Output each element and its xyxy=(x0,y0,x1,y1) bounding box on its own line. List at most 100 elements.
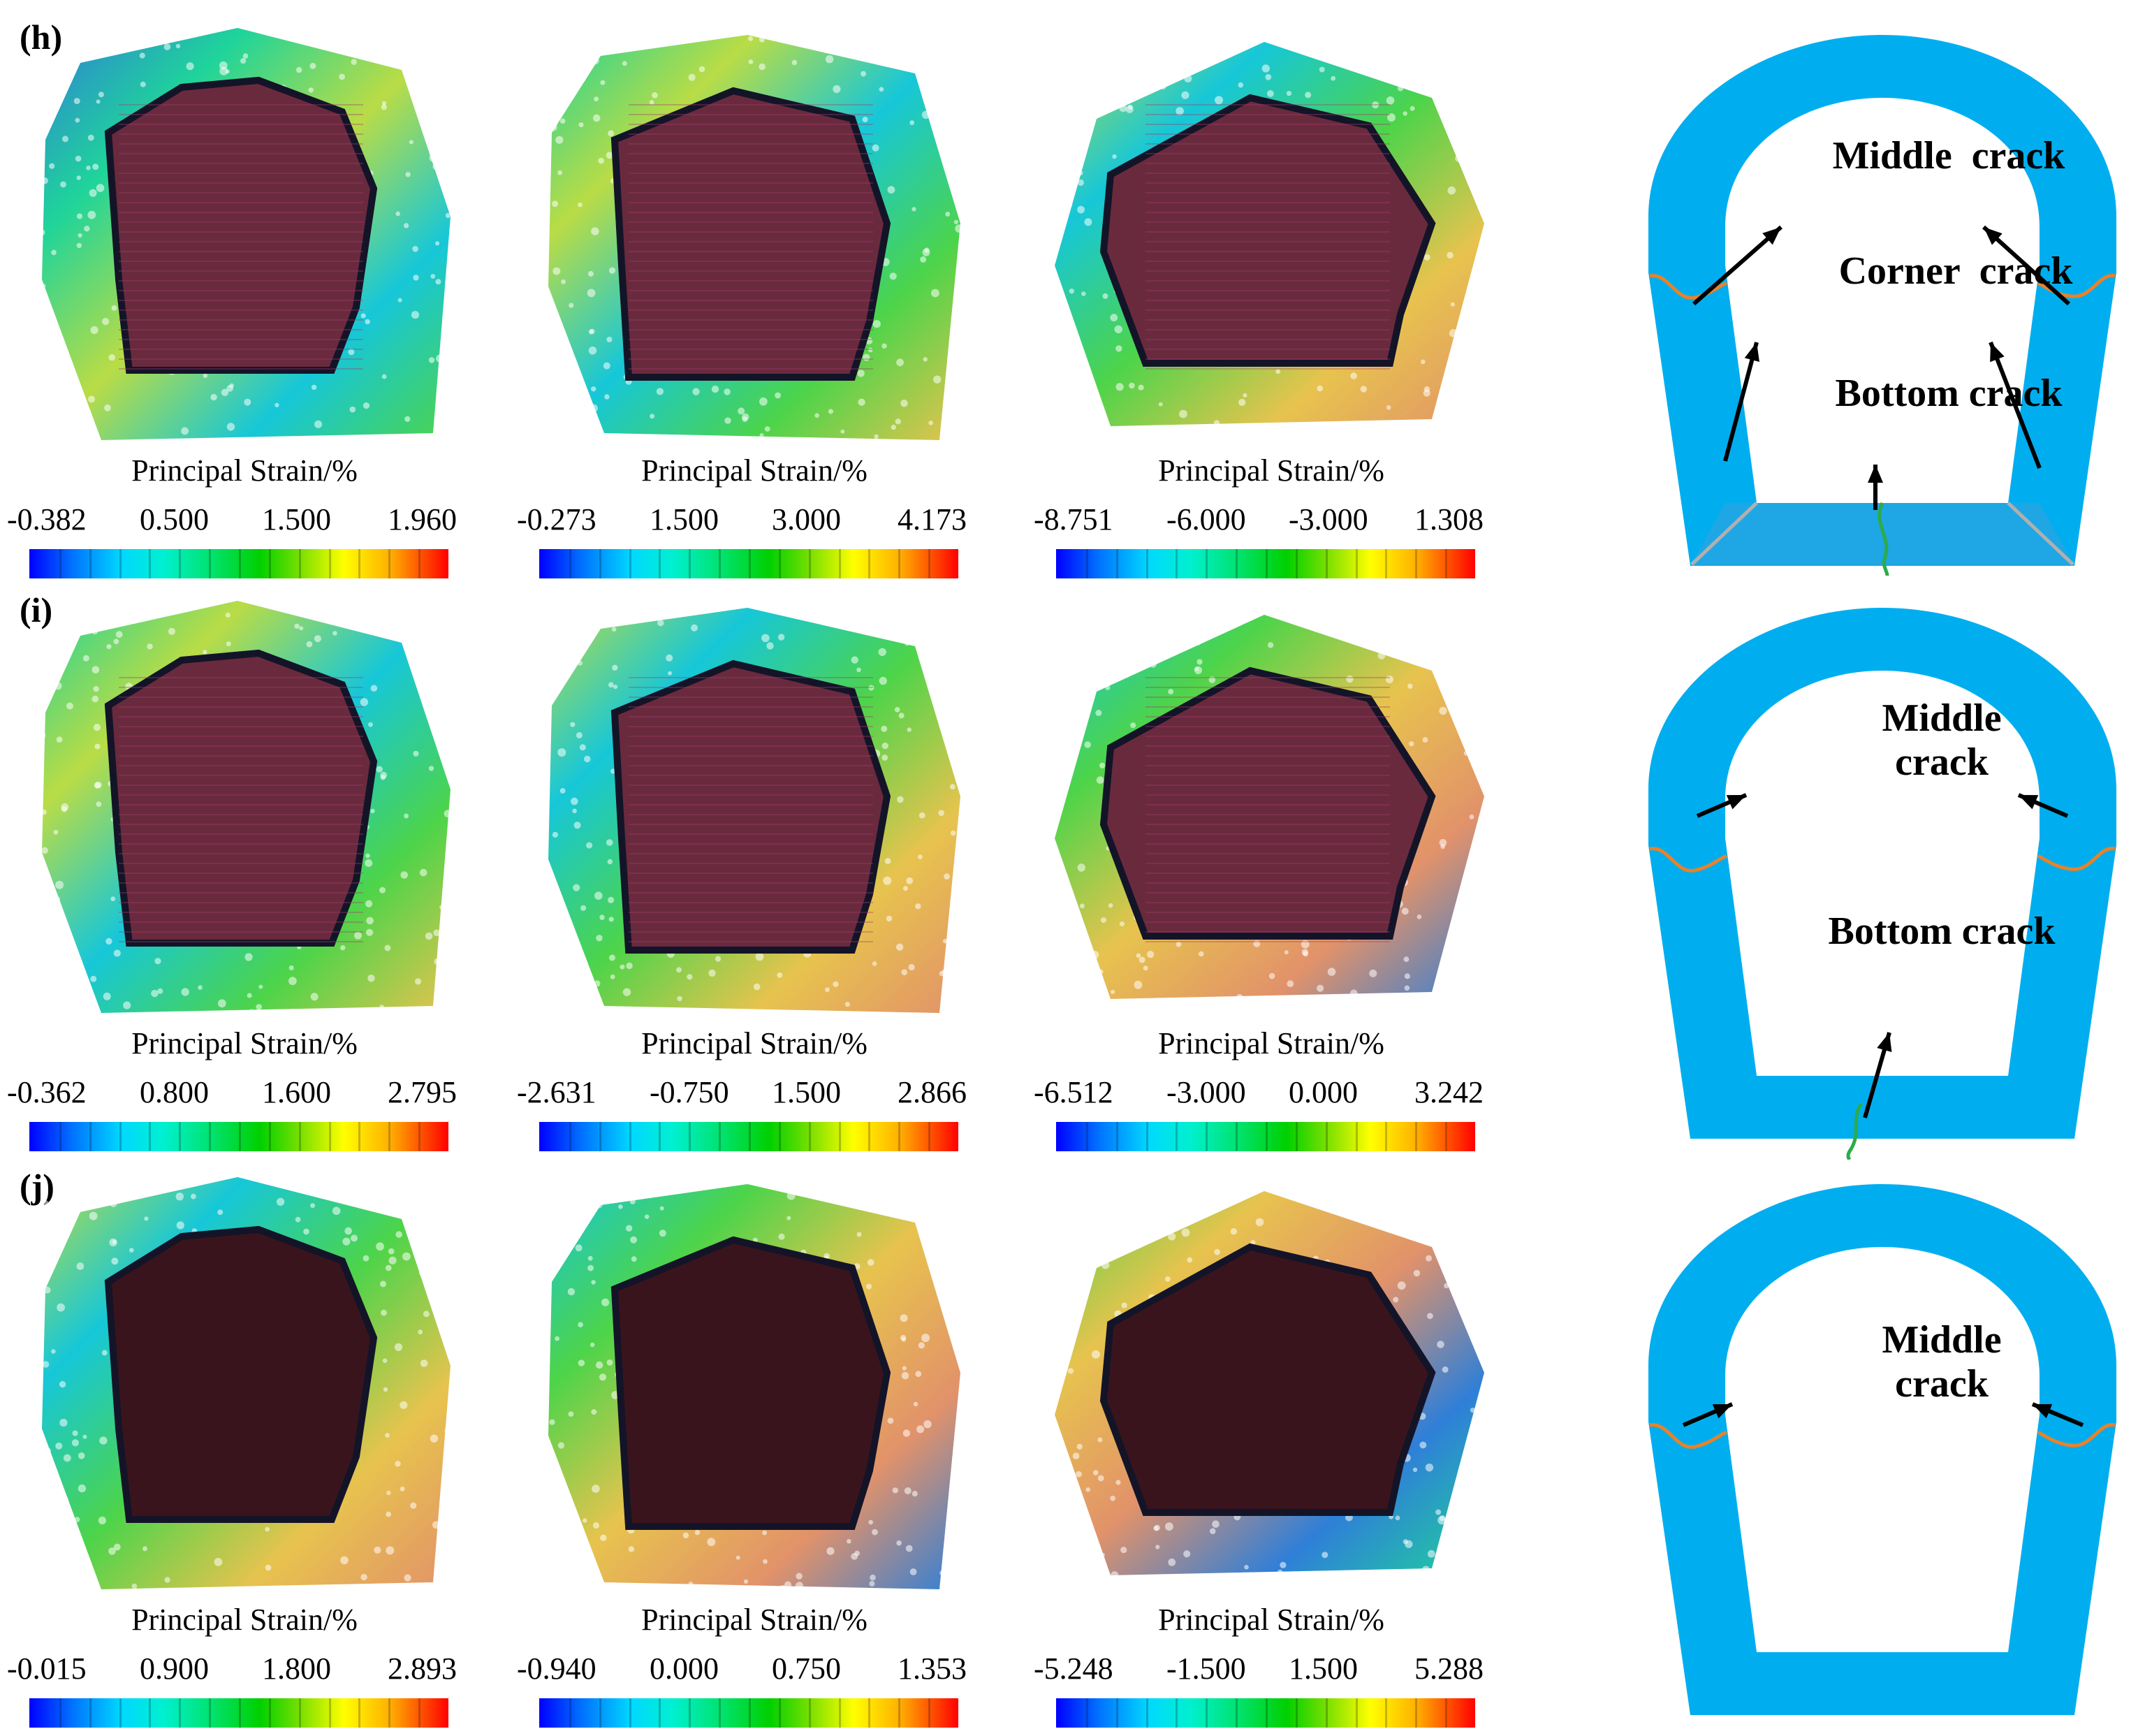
colorbar-segment-divider xyxy=(358,549,361,578)
colorbar-segment-divider xyxy=(1385,1698,1388,1728)
colorbar-segment-divider xyxy=(268,1698,271,1728)
colorbar-tick-label: -0.273 xyxy=(517,502,596,537)
colorbar-segment-divider xyxy=(179,1698,182,1728)
colorbar-segment-divider xyxy=(89,549,91,578)
colorbar-tick-label: 1.500 xyxy=(650,502,719,537)
colorbar-segment-divider xyxy=(149,1122,152,1151)
cavity-texture xyxy=(1145,677,1390,942)
colorbar-segment-divider xyxy=(1445,549,1448,578)
bottom-crack xyxy=(1846,1102,1864,1160)
tunnel-cavity xyxy=(610,1236,891,1530)
colorbar-segment-divider xyxy=(89,1122,91,1151)
specimen-strain-image xyxy=(41,1177,457,1591)
right-middle-crack xyxy=(2037,847,2116,871)
arrow-middle-left xyxy=(1692,225,1782,306)
colorbar-tick-label: -0.940 xyxy=(517,1651,596,1686)
colorbar xyxy=(1056,1122,1475,1151)
colorbar-title: Principal Strain/% xyxy=(131,453,358,488)
colorbar-segment-divider xyxy=(89,1698,91,1728)
colorbar-segment-divider xyxy=(1445,1698,1448,1728)
colorbar xyxy=(539,1698,958,1728)
cavity-texture xyxy=(629,677,873,942)
tunnel-cavity xyxy=(1099,94,1436,367)
tunnel-cavity xyxy=(104,649,378,947)
colorbar-segment-divider xyxy=(268,549,271,578)
colorbar-segment-divider xyxy=(629,1122,631,1151)
colorbar-segment-divider xyxy=(1236,1122,1238,1151)
crack-label: Middle crack xyxy=(1882,1318,2002,1406)
specimen-strain-image xyxy=(548,34,964,440)
colorbar-segment-divider xyxy=(778,549,781,578)
specimen-strain-image xyxy=(548,607,960,1016)
right-middle-crack xyxy=(2037,1423,2116,1447)
colorbar-tick-label: -5.248 xyxy=(1034,1651,1113,1686)
specimen-strain-image xyxy=(548,1181,964,1593)
arrow-middle-right xyxy=(2017,793,2069,818)
colorbar-tick-label: 0.800 xyxy=(140,1075,209,1109)
colorbar-segment-divider xyxy=(1176,549,1178,578)
row-label: (j) xyxy=(20,1167,54,1206)
cavity-texture xyxy=(1145,104,1390,370)
colorbar-segment-divider xyxy=(268,1122,271,1151)
tunnel-cavity xyxy=(610,659,891,954)
colorbar-segment-divider xyxy=(659,1698,661,1728)
colorbar-segment-divider xyxy=(209,1698,212,1728)
colorbar-tick-label: 0.500 xyxy=(140,502,209,537)
colorbar-segment-divider xyxy=(629,1698,631,1728)
colorbar-segment-divider xyxy=(239,1122,241,1151)
colorbar-segment-divider xyxy=(1206,549,1208,578)
colorbar-segment-divider xyxy=(209,1122,212,1151)
colorbar-title: Principal Strain/% xyxy=(641,1026,867,1060)
colorbar-title: Principal Strain/% xyxy=(1158,1603,1384,1637)
colorbar-segment-divider xyxy=(418,1122,421,1151)
colorbar-segment-divider xyxy=(898,549,901,578)
cavity-texture xyxy=(629,104,873,370)
colorbar-segment-divider xyxy=(898,1122,901,1151)
colorbar-tick-label: -0.750 xyxy=(650,1075,729,1109)
colorbar-segment-divider xyxy=(179,549,182,578)
colorbar-segment-divider xyxy=(1295,549,1298,578)
colorbar-segment-divider xyxy=(868,1122,871,1151)
colorbar-segment-divider xyxy=(838,1698,841,1728)
tunnel-cavity xyxy=(1099,1243,1436,1516)
colorbar-segment-divider xyxy=(1325,549,1328,578)
colorbar-segment-divider xyxy=(868,1698,871,1728)
colorbar xyxy=(29,1122,448,1151)
colorbar-segment-divider xyxy=(569,1122,571,1151)
tunnel-cavity xyxy=(1099,666,1436,940)
colorbar-segment-divider xyxy=(1355,549,1358,578)
colorbar-segment-divider xyxy=(1355,1698,1358,1728)
colorbar-segment-divider xyxy=(1355,1122,1358,1151)
colorbar-segment-divider xyxy=(1236,549,1238,578)
crack-label: Bottom crack xyxy=(1828,910,2056,953)
colorbar-segment-divider xyxy=(388,1122,391,1151)
colorbar-segment-divider xyxy=(1325,1698,1328,1728)
colorbar-segment-divider xyxy=(1206,1122,1208,1151)
colorbar-segment-divider xyxy=(1115,549,1118,578)
colorbar-segment-divider xyxy=(808,1122,811,1151)
colorbar-segment-divider xyxy=(569,1698,571,1728)
arrow-corner-left xyxy=(1723,342,1759,462)
colorbar-segment-divider xyxy=(239,1698,241,1728)
crack-schematic xyxy=(1648,1184,2116,1715)
colorbar-segment-divider xyxy=(1266,1122,1268,1151)
colorbar-title: Principal Strain/% xyxy=(131,1026,358,1060)
specimen-strain-image xyxy=(38,28,456,440)
colorbar xyxy=(539,549,958,578)
arrow-middle-right xyxy=(1982,225,2071,306)
colorbar-segment-divider xyxy=(1445,1122,1448,1151)
colorbar-segment-divider xyxy=(59,549,61,578)
crack-schematic xyxy=(1648,35,2116,576)
cavity-texture xyxy=(119,104,363,370)
colorbar-segment-divider xyxy=(1145,549,1148,578)
colorbar-tick-label: -2.631 xyxy=(517,1075,596,1109)
colorbar-tick-label: -3.000 xyxy=(1166,1075,1246,1109)
colorbar-segment-divider xyxy=(328,1122,331,1151)
left-middle-crack xyxy=(1649,847,1728,873)
colorbar-segment-divider xyxy=(928,1698,931,1728)
colorbar-segment-divider xyxy=(119,549,122,578)
colorbar xyxy=(29,1698,448,1728)
colorbar-segment-divider xyxy=(599,1122,601,1151)
colorbar-segment-divider xyxy=(599,549,601,578)
